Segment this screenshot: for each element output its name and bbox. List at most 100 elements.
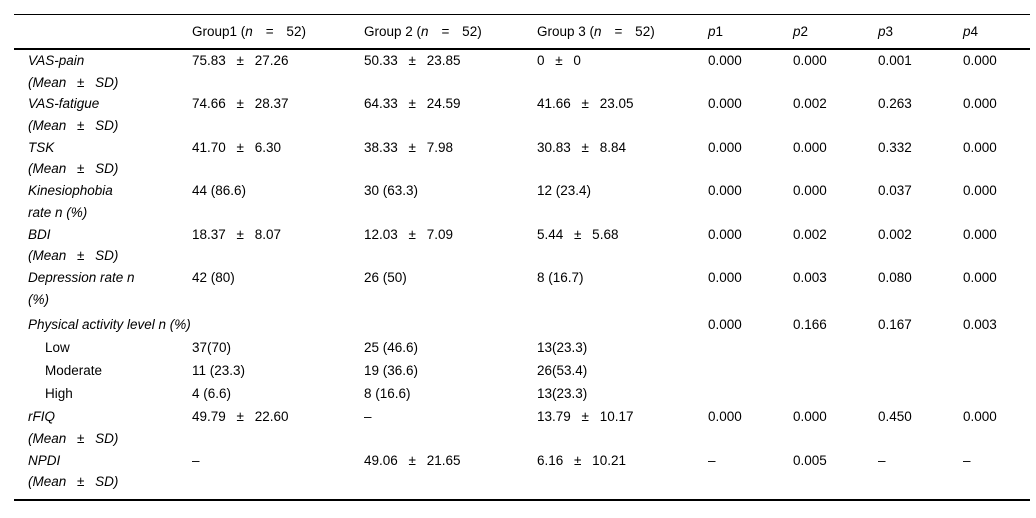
group1-value: 75.83 ± 27.26 bbox=[192, 53, 289, 68]
group1-value: – bbox=[192, 452, 200, 468]
row-label-line1: BDI bbox=[28, 226, 51, 242]
group3-value: 30.83 ± 8.84 bbox=[537, 139, 626, 155]
row-label-line2: (Mean ± SD) bbox=[28, 118, 119, 134]
table-row-physical-activity: Physical activity level n (%) 0.000 0.16… bbox=[14, 310, 1030, 337]
header-p2: p2 bbox=[793, 24, 878, 39]
p3-value: 0.332 bbox=[878, 139, 912, 155]
header-group1-n: n bbox=[245, 24, 253, 39]
table-row-activity-low: Low 37(70) 25 (46.6) 13(23.3) bbox=[14, 337, 1030, 360]
group3-value: 0 ± 0 bbox=[537, 53, 581, 68]
table-row-vas-pain: VAS-pain (Mean ± SD) 75.83 ± 27.26 50.33… bbox=[14, 50, 1030, 93]
header-p3-var: p bbox=[878, 24, 886, 39]
p4-value: 0.000 bbox=[963, 269, 997, 285]
p3-value: 0.450 bbox=[878, 409, 912, 425]
p3-value: 0.080 bbox=[878, 269, 912, 285]
p4-value: 0.000 bbox=[963, 409, 997, 425]
table-row-npdi: NPDI (Mean ± SD) – 49.06 ± 21.65 6.16 ± … bbox=[14, 450, 1030, 493]
p1-value: 0.000 bbox=[708, 53, 742, 68]
row-label: TSK (Mean ± SD) bbox=[14, 137, 192, 180]
row-label-line2: (Mean ± SD) bbox=[28, 431, 119, 447]
group3-value: 6.16 ± 10.21 bbox=[537, 452, 626, 468]
header-group2: Group 2 (n = 52) bbox=[364, 24, 537, 39]
p4-value: – bbox=[963, 452, 971, 468]
header-p3: p3 bbox=[878, 24, 963, 39]
table-row-activity-moderate: Moderate 11 (23.3) 19 (36.6) 26(53.4) bbox=[14, 360, 1030, 383]
table-row-rfiq: rFIQ (Mean ± SD) 49.79 ± 22.60 – 13.79 ±… bbox=[14, 406, 1030, 449]
row-label: rFIQ (Mean ± SD) bbox=[14, 406, 192, 449]
row-label-line2: (Mean ± SD) bbox=[28, 74, 119, 90]
table-row-bdi: BDI (Mean ± SD) 18.37 ± 8.07 12.03 ± 7.0… bbox=[14, 224, 1030, 267]
header-group3-n: n bbox=[594, 24, 602, 39]
p1-value: – bbox=[708, 452, 716, 468]
header-group3: Group 3 (n = 52) bbox=[537, 24, 708, 39]
header-p2-num: 2 bbox=[800, 24, 809, 39]
p4-value: 0.000 bbox=[963, 53, 997, 68]
row-label: VAS-pain (Mean ± SD) bbox=[14, 50, 192, 93]
header-p4: p4 bbox=[963, 24, 1030, 39]
header-p4-num: 4 bbox=[970, 24, 979, 39]
p2-value: 0.003 bbox=[793, 269, 827, 285]
row-label-line1: NPDI bbox=[28, 452, 61, 468]
group1-value: 44 (86.6) bbox=[192, 183, 247, 199]
table-row-kinesiophobia-rate: Kinesiophobia rate n (%) 44 (86.6) 30 (6… bbox=[14, 180, 1030, 223]
group3-value: 12 (23.4) bbox=[537, 183, 592, 199]
row-label-line1: Depression rate n bbox=[28, 269, 135, 285]
p1-value: 0.000 bbox=[708, 226, 742, 242]
group1-value: 37(70) bbox=[192, 340, 232, 356]
header-group2-pre: Group 2 ( bbox=[364, 24, 422, 39]
group3-value: 8 (16.7) bbox=[537, 269, 584, 285]
table-body: VAS-pain (Mean ± SD) 75.83 ± 27.26 50.33… bbox=[14, 50, 1030, 502]
p2-value: 0.166 bbox=[793, 317, 827, 333]
table-header-row: Group1 (n = 52) Group 2 (n = 52) Group 3 (… bbox=[14, 14, 1030, 50]
row-label: Physical activity level n (%) bbox=[28, 317, 191, 333]
table-row-activity-high: High 4 (6.6) 8 (16.6) 13(23.3) bbox=[14, 383, 1030, 406]
p3-value: – bbox=[878, 452, 886, 468]
p1-value: 0.000 bbox=[708, 96, 742, 112]
results-table: Group1 (n = 52) Group 2 (n = 52) Group 3 (… bbox=[14, 14, 1030, 502]
header-group2-count: = 52) bbox=[441, 24, 482, 39]
header-group1-count: = 52) bbox=[265, 24, 306, 39]
header-p1-var: p bbox=[708, 24, 716, 39]
row-label: BDI (Mean ± SD) bbox=[14, 224, 192, 267]
group3-value: 13(23.3) bbox=[537, 386, 588, 402]
row-label: Low bbox=[45, 340, 70, 356]
p2-value: 0.000 bbox=[793, 409, 827, 425]
row-label-line2: (%) bbox=[28, 291, 49, 307]
row-label: VAS-fatigue (Mean ± SD) bbox=[14, 93, 192, 136]
group1-value: 74.66 ± 28.37 bbox=[192, 96, 289, 112]
group1-value: 41.70 ± 6.30 bbox=[192, 139, 281, 155]
row-label: NPDI (Mean ± SD) bbox=[14, 450, 192, 493]
group2-value: 12.03 ± 7.09 bbox=[364, 226, 453, 242]
header-group3-count: = 52) bbox=[614, 24, 655, 39]
group2-value: 19 (36.6) bbox=[364, 363, 419, 379]
p2-value: 0.002 bbox=[793, 96, 827, 112]
group1-value: 4 (6.6) bbox=[192, 386, 232, 402]
row-label: Kinesiophobia rate n (%) bbox=[14, 180, 192, 223]
row-label: High bbox=[45, 386, 73, 402]
header-p2-var: p bbox=[793, 24, 801, 39]
p3-value: 0.002 bbox=[878, 226, 912, 242]
table-row-tsk: TSK (Mean ± SD) 41.70 ± 6.30 38.33 ± 7.9… bbox=[14, 137, 1030, 180]
row-label-line2: (Mean ± SD) bbox=[28, 248, 119, 264]
row-label-line1: rFIQ bbox=[28, 409, 55, 425]
header-p3-num: 3 bbox=[885, 24, 894, 39]
group3-value: 5.44 ± 5.68 bbox=[537, 226, 619, 242]
row-label-line1: Kinesiophobia bbox=[28, 183, 113, 199]
p4-value: 0.000 bbox=[963, 183, 997, 199]
group1-value: 11 (23.3) bbox=[192, 363, 246, 379]
header-group2-n: n bbox=[421, 24, 429, 39]
row-label-line2: (Mean ± SD) bbox=[28, 161, 119, 177]
row-label-line2: rate n (%) bbox=[28, 204, 88, 220]
header-group3-pre: Group 3 ( bbox=[537, 24, 595, 39]
group2-value: 38.33 ± 7.98 bbox=[364, 139, 453, 155]
p4-value: 0.000 bbox=[963, 139, 997, 155]
group2-value: 64.33 ± 24.59 bbox=[364, 96, 461, 112]
header-p1-num: 1 bbox=[715, 24, 724, 39]
group2-value: – bbox=[364, 409, 372, 425]
header-p1: p1 bbox=[708, 24, 793, 39]
group1-value: 49.79 ± 22.60 bbox=[192, 409, 289, 425]
group3-value: 13.79 ± 10.17 bbox=[537, 409, 634, 425]
p2-value: 0.005 bbox=[793, 452, 827, 468]
row-label: Moderate bbox=[45, 363, 103, 379]
group3-value: 41.66 ± 23.05 bbox=[537, 96, 634, 112]
